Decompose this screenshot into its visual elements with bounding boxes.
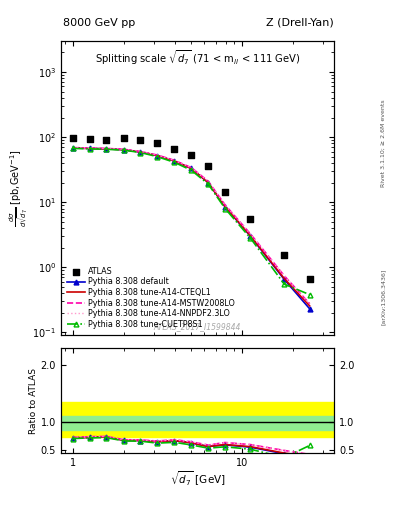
Pythia 8.308 tune-A14-MSTW2008LO (282, 273, 286, 279)
Pythia 8.308 tune-A14-NNPDF2.3LO (189, 164, 194, 170)
Pythia 8.308 tune-A14-MSTW2008LO (155, 152, 160, 158)
Pythia 8.308 tune-A14-MSTW2008LO (248, 231, 253, 237)
Pythia 8.308 tune-A14-MSTW2008LO (189, 164, 194, 170)
ATLAS (247, 215, 253, 223)
ATLAS (137, 136, 143, 144)
ATLAS (307, 275, 313, 283)
Line: Pythia 8.308 tune-A14-NNPDF2.3LO: Pythia 8.308 tune-A14-NNPDF2.3LO (73, 147, 310, 304)
Pythia 8.308 tune-A14-NNPDF2.3LO (138, 148, 143, 155)
Text: ATLAS_2017_I1599844: ATLAS_2017_I1599844 (154, 322, 241, 331)
Pythia 8.308 tune-A14-MSTW2008LO (172, 157, 177, 163)
Pythia 8.308 tune-A14-MSTW2008LO (206, 178, 211, 184)
Pythia 8.308 tune-A14-CTEQL1 (189, 165, 194, 172)
Pythia 8.308 tune-A14-CTEQL1 (155, 153, 160, 159)
Pythia 8.308 tune-A14-CTEQL1 (223, 203, 228, 209)
Legend: ATLAS, Pythia 8.308 default, Pythia 8.308 tune-A14-CTEQL1, Pythia 8.308 tune-A14: ATLAS, Pythia 8.308 default, Pythia 8.30… (65, 264, 238, 331)
Pythia 8.308 tune-A14-NNPDF2.3LO (121, 146, 126, 153)
Line: Pythia 8.308 tune-A14-MSTW2008LO: Pythia 8.308 tune-A14-MSTW2008LO (73, 147, 310, 304)
Pythia 8.308 tune-A14-MSTW2008LO (138, 148, 143, 155)
ATLAS (87, 135, 93, 143)
Pythia 8.308 tune-A14-CTEQL1 (104, 146, 109, 152)
Pythia 8.308 tune-A14-NNPDF2.3LO (307, 301, 312, 307)
Pythia 8.308 default (248, 233, 253, 239)
Pythia 8.308 tune-A14-MSTW2008LO (223, 202, 228, 208)
Pythia 8.308 default (104, 146, 109, 152)
Pythia 8.308 tune-A14-NNPDF2.3LO (70, 144, 75, 151)
Pythia 8.308 default (307, 306, 312, 312)
Pythia 8.308 tune-A14-NNPDF2.3LO (248, 231, 253, 237)
Pythia 8.308 tune-A14-CTEQL1 (307, 303, 312, 309)
Pythia 8.308 tune-A14-NNPDF2.3LO (282, 273, 286, 279)
Pythia 8.308 default (121, 146, 126, 153)
Pythia 8.308 default (155, 153, 160, 159)
ATLAS (121, 134, 127, 142)
Pythia 8.308 tune-A14-CTEQL1 (248, 232, 253, 239)
Text: Splitting scale $\sqrt{d_7}$ (71 < m$_{ll}$ < 111 GeV): Splitting scale $\sqrt{d_7}$ (71 < m$_{l… (95, 48, 300, 67)
Pythia 8.308 tune-A14-CTEQL1 (70, 145, 75, 151)
Text: Z (Drell-Yan): Z (Drell-Yan) (266, 18, 334, 28)
ATLAS (205, 162, 211, 170)
Pythia 8.308 tune-CUETP8S1 (248, 235, 253, 241)
Y-axis label: $\frac{d\sigma}{d\sqrt{d_7}}$ [pb,GeV$^{-1}$]: $\frac{d\sigma}{d\sqrt{d_7}}$ [pb,GeV$^{… (8, 150, 31, 227)
Pythia 8.308 tune-A14-CTEQL1 (206, 180, 211, 186)
Pythia 8.308 tune-CUETP8S1 (307, 291, 312, 297)
Pythia 8.308 tune-A14-MSTW2008LO (307, 301, 312, 307)
Pythia 8.308 tune-A14-NNPDF2.3LO (155, 152, 160, 158)
Pythia 8.308 tune-CUETP8S1 (88, 146, 92, 152)
Pythia 8.308 tune-A14-NNPDF2.3LO (104, 145, 109, 152)
Pythia 8.308 default (282, 276, 286, 283)
Text: 8000 GeV pp: 8000 GeV pp (63, 18, 135, 28)
Pythia 8.308 tune-CUETP8S1 (282, 281, 286, 287)
Pythia 8.308 tune-A14-NNPDF2.3LO (172, 157, 177, 163)
Pythia 8.308 tune-A14-CTEQL1 (172, 158, 177, 164)
ATLAS (70, 134, 76, 142)
ATLAS (281, 251, 287, 260)
Pythia 8.308 tune-A14-MSTW2008LO (70, 144, 75, 151)
Pythia 8.308 tune-CUETP8S1 (104, 146, 109, 153)
Pythia 8.308 tune-A14-CTEQL1 (138, 149, 143, 155)
ATLAS (188, 151, 195, 159)
Line: Pythia 8.308 tune-A14-CTEQL1: Pythia 8.308 tune-A14-CTEQL1 (73, 148, 310, 306)
Pythia 8.308 tune-A14-CTEQL1 (121, 146, 126, 153)
Pythia 8.308 tune-CUETP8S1 (206, 181, 211, 187)
ATLAS (171, 145, 178, 154)
Line: Pythia 8.308 tune-CUETP8S1: Pythia 8.308 tune-CUETP8S1 (70, 146, 312, 297)
Pythia 8.308 tune-CUETP8S1 (70, 145, 75, 152)
Pythia 8.308 tune-CUETP8S1 (172, 159, 177, 165)
ATLAS (222, 187, 228, 196)
Pythia 8.308 tune-A14-NNPDF2.3LO (223, 202, 228, 208)
Pythia 8.308 tune-A14-MSTW2008LO (104, 145, 109, 152)
Pythia 8.308 tune-CUETP8S1 (223, 205, 228, 211)
Pythia 8.308 tune-A14-NNPDF2.3LO (88, 145, 92, 151)
Pythia 8.308 default (138, 149, 143, 155)
Text: Rivet 3.1.10; ≥ 2.6M events: Rivet 3.1.10; ≥ 2.6M events (381, 99, 386, 187)
Pythia 8.308 default (223, 204, 228, 210)
ATLAS (154, 139, 160, 147)
Line: Pythia 8.308 default: Pythia 8.308 default (70, 145, 312, 311)
X-axis label: $\sqrt{d_7}$ [GeV]: $\sqrt{d_7}$ [GeV] (170, 470, 225, 488)
Pythia 8.308 default (206, 180, 211, 186)
ATLAS (103, 136, 110, 144)
Pythia 8.308 tune-A14-CTEQL1 (88, 145, 92, 152)
Pythia 8.308 tune-A14-NNPDF2.3LO (206, 178, 211, 184)
Pythia 8.308 tune-CUETP8S1 (121, 147, 126, 153)
Text: [arXiv:1306.3436]: [arXiv:1306.3436] (381, 269, 386, 325)
Pythia 8.308 tune-CUETP8S1 (189, 167, 194, 173)
Pythia 8.308 tune-CUETP8S1 (155, 154, 160, 160)
Pythia 8.308 default (189, 165, 194, 172)
Pythia 8.308 default (88, 145, 92, 152)
Pythia 8.308 tune-A14-MSTW2008LO (121, 146, 126, 153)
Pythia 8.308 tune-A14-CTEQL1 (282, 275, 286, 282)
Y-axis label: Ratio to ATLAS: Ratio to ATLAS (29, 368, 38, 434)
Pythia 8.308 tune-A14-MSTW2008LO (88, 145, 92, 151)
Pythia 8.308 default (70, 145, 75, 151)
Pythia 8.308 default (172, 158, 177, 164)
Pythia 8.308 tune-CUETP8S1 (138, 150, 143, 156)
